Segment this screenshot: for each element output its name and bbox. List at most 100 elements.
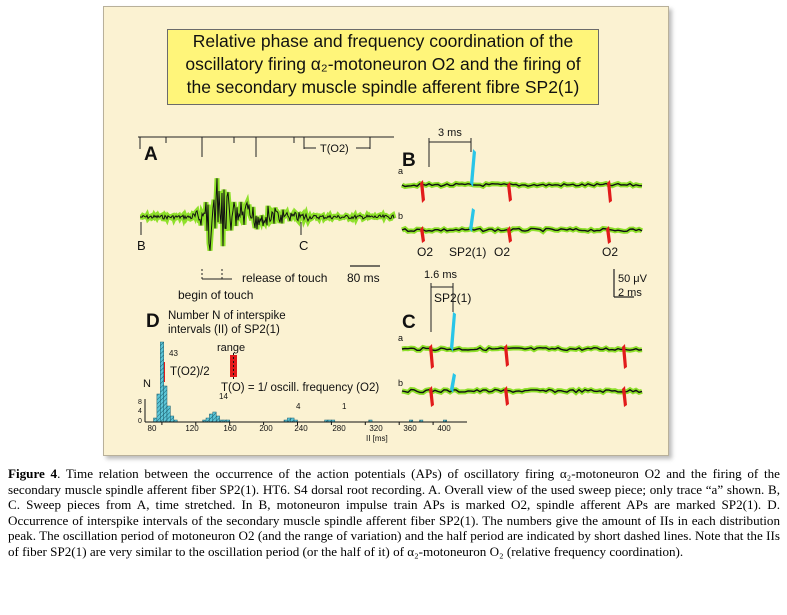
panel-b-trace-b — [401, 227, 643, 233]
spike-o2-red — [429, 386, 434, 407]
panel-b: B 3 ms a b O2 SP2(1 — [398, 127, 644, 259]
spike-label-o2: O2 — [417, 245, 433, 259]
histogram-bars — [153, 341, 447, 423]
histogram-bar — [209, 413, 214, 423]
spike-o2-red — [429, 344, 434, 369]
release-label: release of touch — [242, 271, 327, 285]
peak-count: 4 — [296, 402, 301, 411]
panel-a-trace-highlight — [139, 178, 397, 252]
spike-o2-red — [507, 182, 512, 202]
histogram-bar — [290, 417, 295, 423]
x-tick-label: 320 — [369, 424, 383, 433]
voltage-time-scale: 50 μV 2 ms — [613, 269, 648, 299]
scale-80ms-label: 80 ms — [347, 271, 380, 285]
title-line-3: the secondary muscle spindle afferent fi… — [186, 77, 580, 97]
spike-o2-red — [622, 386, 627, 407]
spike-label-sp2: SP2(1) — [449, 245, 486, 259]
histogram-bar — [160, 341, 164, 423]
y-tick: 0 — [138, 418, 142, 425]
spike-o2-red — [504, 386, 509, 406]
caption-text: . Time relation between the occurrence o… — [8, 466, 780, 559]
x-tick-label: 120 — [185, 424, 199, 433]
panel-b-trace-b-label: b — [398, 211, 403, 221]
panel-c-time-label: 1.6 ms — [424, 269, 458, 281]
spike-label-o2: O2 — [602, 245, 618, 259]
x-axis-label: II [ms] — [366, 434, 388, 443]
panel-a-trace — [140, 178, 395, 251]
panel-c-trace-b-label: b — [398, 378, 403, 388]
panel-d-heading-line1: Number N of interspike — [168, 310, 286, 322]
peak-count: 14 — [219, 392, 228, 401]
histogram-bar — [215, 415, 220, 423]
voltage-scale-label: 50 μV — [618, 273, 648, 285]
period-label: T(O2) — [320, 143, 349, 155]
x-tick-label: 200 — [259, 424, 273, 433]
figure-canvas: A T(O2) B C release of touch begin of to… — [137, 127, 648, 443]
spike-sp2-cyan — [450, 373, 456, 393]
x-tick-label: 400 — [437, 424, 451, 433]
panel-c-trace-a — [401, 346, 643, 352]
panel-b-trace-b-spikes — [420, 208, 611, 244]
figure-title-box: Relative phase and frequency coordinatio… — [167, 29, 599, 105]
panel-b-time-label: 3 ms — [438, 127, 462, 139]
histogram-bar — [166, 405, 171, 423]
begin-label: begin of touch — [178, 288, 253, 302]
histogram-bar — [156, 393, 161, 423]
spike-label-o2: O2 — [494, 245, 510, 259]
peak-count: 43 — [169, 349, 178, 358]
spike-o2-red — [507, 226, 512, 243]
n-axis-label: N — [143, 378, 151, 390]
y-tick: 4 — [138, 408, 142, 415]
histogram-tick-marks — [161, 422, 434, 425]
x-tick-label: 160 — [223, 424, 237, 433]
panel-d-label: D — [146, 311, 160, 332]
panel-c-trace-a-label: a — [398, 333, 403, 343]
spike-sp2-cyan — [470, 149, 476, 187]
title-line-1: Relative phase and frequency coordinatio… — [192, 31, 574, 51]
histogram-bar — [170, 415, 175, 423]
x-tick-label: 240 — [294, 424, 308, 433]
histogram-bar — [163, 385, 168, 423]
histogram-bar — [153, 417, 158, 423]
half-period-label: T(O2)/2 — [170, 366, 210, 378]
panel-c-trace-b-spikes — [429, 373, 627, 407]
figure-frame: Relative phase and frequency coordinatio… — [103, 6, 669, 456]
histogram-bar — [287, 417, 292, 423]
spike-o2-red — [622, 344, 627, 369]
spike-sp2-cyan — [450, 312, 456, 352]
panel-d: D Number N of interspike intervals (II) … — [138, 310, 467, 443]
x-tick-label: 360 — [403, 424, 417, 433]
panel-c-label: C — [402, 312, 416, 333]
y-tick: 8 — [138, 399, 142, 406]
peak-count: 1 — [342, 402, 347, 411]
spike-o2-red — [504, 344, 509, 367]
panel-c: C 1.6 ms SP2(1) a b — [398, 269, 643, 407]
x-tick-label: 280 — [332, 424, 346, 433]
figure-caption: Figure 4. Time relation between the occu… — [8, 466, 780, 560]
panel-c-trace-b — [401, 388, 643, 394]
panel-c-spike-label: SP2(1) — [434, 291, 471, 305]
title-line-2: oscillatory firing α₂-motoneuron O2 and … — [185, 54, 581, 74]
panel-c-trace-a-spikes — [429, 312, 627, 369]
panel-a: A T(O2) B C release of touch begin of to… — [137, 136, 397, 302]
panel-b-label: B — [402, 150, 416, 171]
x-tick-label: 80 — [148, 424, 157, 433]
histogram-bar — [205, 417, 210, 423]
spike-sp2-cyan — [469, 208, 475, 232]
marker-c-label: C — [299, 238, 308, 253]
spike-o2-red — [607, 180, 612, 203]
spike-o2-red — [606, 226, 611, 244]
panel-b-trace-a-spikes — [420, 149, 612, 203]
panel-b-trace-a-label: a — [398, 166, 403, 176]
panel-b-trace-a — [401, 182, 643, 188]
range-label: range — [217, 342, 245, 354]
panel-a-label: A — [144, 144, 158, 165]
period-formula: T(O) = 1/ oscill. frequency (O2) — [221, 382, 379, 394]
time-scale-label: 2 ms — [618, 287, 642, 299]
spike-o2-red — [420, 226, 425, 243]
panel-a-period-ticks — [139, 137, 371, 157]
caption-label: Figure 4 — [8, 466, 58, 481]
histogram-bar — [212, 411, 217, 423]
spike-o2-red — [420, 180, 425, 203]
marker-b-label: B — [137, 238, 146, 253]
